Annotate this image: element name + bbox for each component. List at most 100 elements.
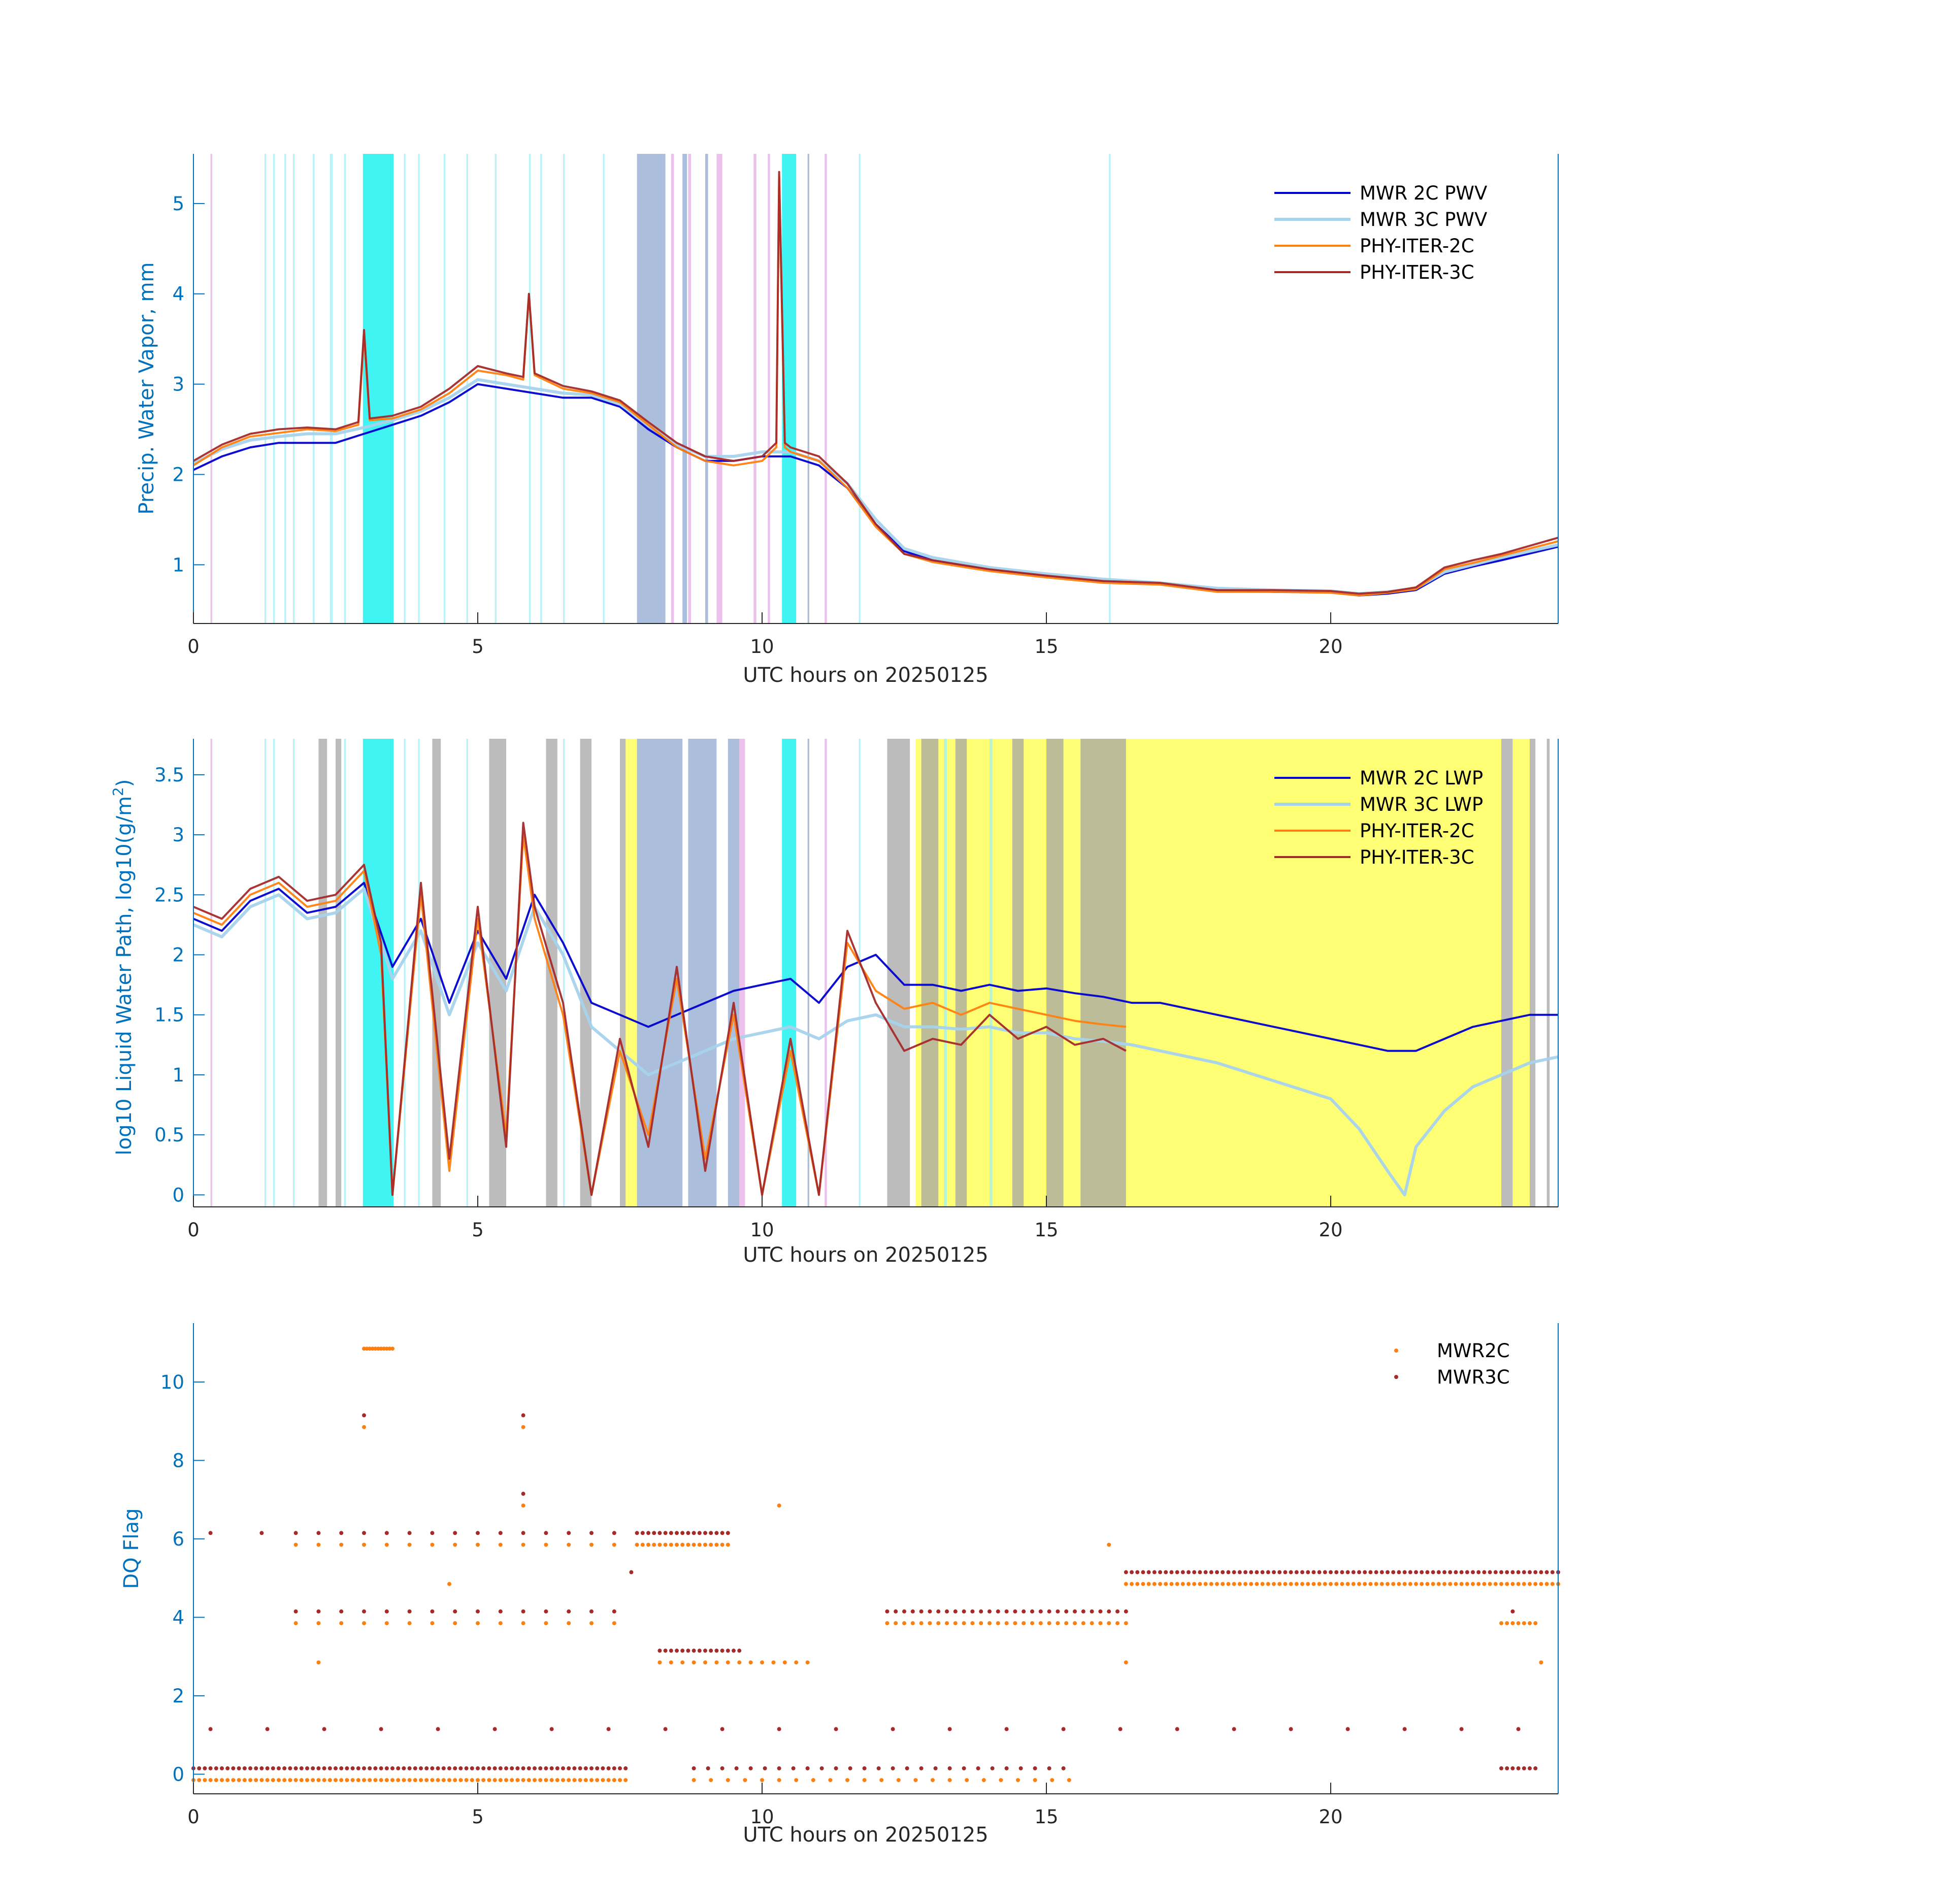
dq-points-mwr2c — [237, 1778, 241, 1782]
pwv-y-tick-label: 5 — [172, 193, 184, 215]
pwv-highlight-band — [705, 154, 708, 623]
dq-points-mwr2c — [1436, 1582, 1441, 1586]
dq-points-mwr2c — [669, 1660, 673, 1665]
dq-points-mwr2c — [965, 1778, 969, 1782]
dq-points-mwr3c — [945, 1609, 949, 1614]
lwp-highlight-band — [921, 739, 939, 1207]
dq-points-mwr2c — [334, 1778, 338, 1782]
dq-points-mwr3c — [271, 1766, 275, 1770]
dq-points-mwr2c — [709, 1542, 713, 1547]
dq-points-mwr3c — [919, 1766, 924, 1770]
dq-points-mwr3c — [1175, 1570, 1179, 1574]
pwv-panel: 0 5 10 15 20 1 2 3 4 5 UTC hours on 20250125 Prec… — [135, 154, 1559, 687]
dq-points-mwr2c — [567, 1621, 571, 1625]
dq-points-mwr2c — [996, 1621, 1000, 1625]
dq-points-mwr2c — [1499, 1582, 1503, 1586]
lwp-highlight-band — [1012, 739, 1024, 1207]
dq-points-mwr2c — [1050, 1778, 1055, 1782]
dq-points-mwr2c — [589, 1542, 594, 1547]
dq-points-mwr3c — [339, 1766, 344, 1770]
dq-points-mwr2c — [1414, 1582, 1418, 1586]
dq-points-mwr2c — [947, 1778, 952, 1782]
dq-points-mwr2c — [379, 1347, 383, 1351]
dq-points-mwr2c — [1064, 1621, 1069, 1625]
lwp-y-tick-label: 0.5 — [154, 1124, 184, 1146]
dq-points-mwr2c — [612, 1621, 616, 1625]
dq-points-mwr3c — [248, 1766, 252, 1770]
dq-points-mwr3c — [293, 1766, 298, 1770]
dq-points-mwr3c — [1198, 1570, 1202, 1574]
dq-points-mwr2c — [646, 1542, 650, 1547]
dq-points-mwr2c — [476, 1542, 480, 1547]
dq-points-mwr2c — [1135, 1582, 1140, 1586]
dq-points-mwr3c — [1022, 1609, 1026, 1614]
dq-points-mwr3c — [476, 1609, 480, 1614]
dq-points-mwr3c — [1465, 1570, 1469, 1574]
dq-points-mwr3c — [1124, 1570, 1128, 1574]
dq-points-mwr3c — [476, 1531, 480, 1535]
dq-points-mwr2c — [453, 1542, 457, 1547]
dq-points-mwr3c — [1544, 1570, 1549, 1574]
dq-points-mwr3c — [1414, 1570, 1418, 1574]
dq-points-mwr3c — [1505, 1766, 1509, 1770]
dq-points-mwr3c — [947, 1766, 952, 1770]
dq-points-mwr3c — [1550, 1570, 1555, 1574]
dq-points-mwr3c — [606, 1727, 611, 1731]
lwp-y-axis-label-main: log10 Liquid Water Path, log10(g/m — [113, 796, 136, 1156]
dq-points-mwr3c — [720, 1649, 725, 1653]
dq-points-mwr2c — [623, 1778, 628, 1782]
pwv-y-axis-label: Precip. Water Vapor, mm — [135, 262, 158, 515]
dq-points-mwr3c — [1124, 1609, 1128, 1614]
dq-legend-label: MWR3C — [1437, 1366, 1510, 1388]
dq-points-mwr3c — [407, 1531, 412, 1535]
dq-y-tick-label: 4 — [172, 1606, 184, 1628]
dq-points-mwr2c — [1152, 1582, 1157, 1586]
dq-points-mwr2c — [521, 1621, 525, 1625]
dq-points-mwr2c — [390, 1347, 394, 1351]
dq-points-mwr3c — [430, 1531, 435, 1535]
dq-points-mwr3c — [589, 1609, 594, 1614]
dq-points-mwr2c — [453, 1621, 457, 1625]
lwp-highlight-band — [626, 739, 637, 1207]
dq-points-mwr2c — [277, 1778, 281, 1782]
dq-points-mwr3c — [1056, 1609, 1060, 1614]
dq-points-mwr3c — [1505, 1570, 1509, 1574]
dq-points-mwr2c — [1408, 1582, 1412, 1586]
dq-points-mwr3c — [819, 1766, 824, 1770]
dq-points-mwr3c — [1391, 1570, 1396, 1574]
lwp-highlight-band — [1546, 739, 1550, 1207]
dq-points-mwr3c — [265, 1727, 270, 1731]
dq-points-mwr2c — [544, 1542, 548, 1547]
lwp-highlight-band — [563, 739, 565, 1207]
dq-points-mwr2c — [365, 1347, 369, 1351]
dq-points-mwr2c — [1482, 1582, 1487, 1586]
dq-points-mwr2c — [572, 1778, 577, 1782]
dq-points-mwr2c — [225, 1778, 230, 1782]
dq-points-mwr3c — [663, 1649, 668, 1653]
pwv-x-tick-label: 20 — [1319, 636, 1342, 658]
dq-points-mwr2c — [1169, 1582, 1174, 1586]
dq-points-mwr3c — [1081, 1609, 1085, 1614]
dq-points-mwr2c — [1550, 1582, 1555, 1586]
dq-points-mwr2c — [1544, 1582, 1549, 1586]
dq-points-mwr3c — [526, 1766, 531, 1770]
pwv-highlight-band — [418, 154, 420, 623]
dq-points-mwr3c — [424, 1766, 429, 1770]
dq-points-mwr2c — [1425, 1582, 1430, 1586]
dq-legend-swatch — [1394, 1349, 1398, 1353]
dq-points-mwr2c — [231, 1778, 236, 1782]
dq-points-mwr2c — [635, 1542, 639, 1547]
dq-points-mwr3c — [876, 1766, 881, 1770]
dq-points-mwr2c — [1345, 1582, 1350, 1586]
pwv-highlight-band — [716, 154, 722, 623]
dq-points-mwr2c — [413, 1778, 417, 1782]
dq-points-mwr3c — [714, 1649, 719, 1653]
dq-points-mwr2c — [1141, 1582, 1145, 1586]
dq-points-mwr2c — [720, 1542, 725, 1547]
lwp-highlight-band — [728, 739, 740, 1207]
dq-points-mwr3c — [384, 1531, 389, 1535]
dq-points-mwr3c — [1317, 1570, 1322, 1574]
dq-points-mwr2c — [384, 1778, 389, 1782]
dq-points-mwr2c — [896, 1778, 901, 1782]
